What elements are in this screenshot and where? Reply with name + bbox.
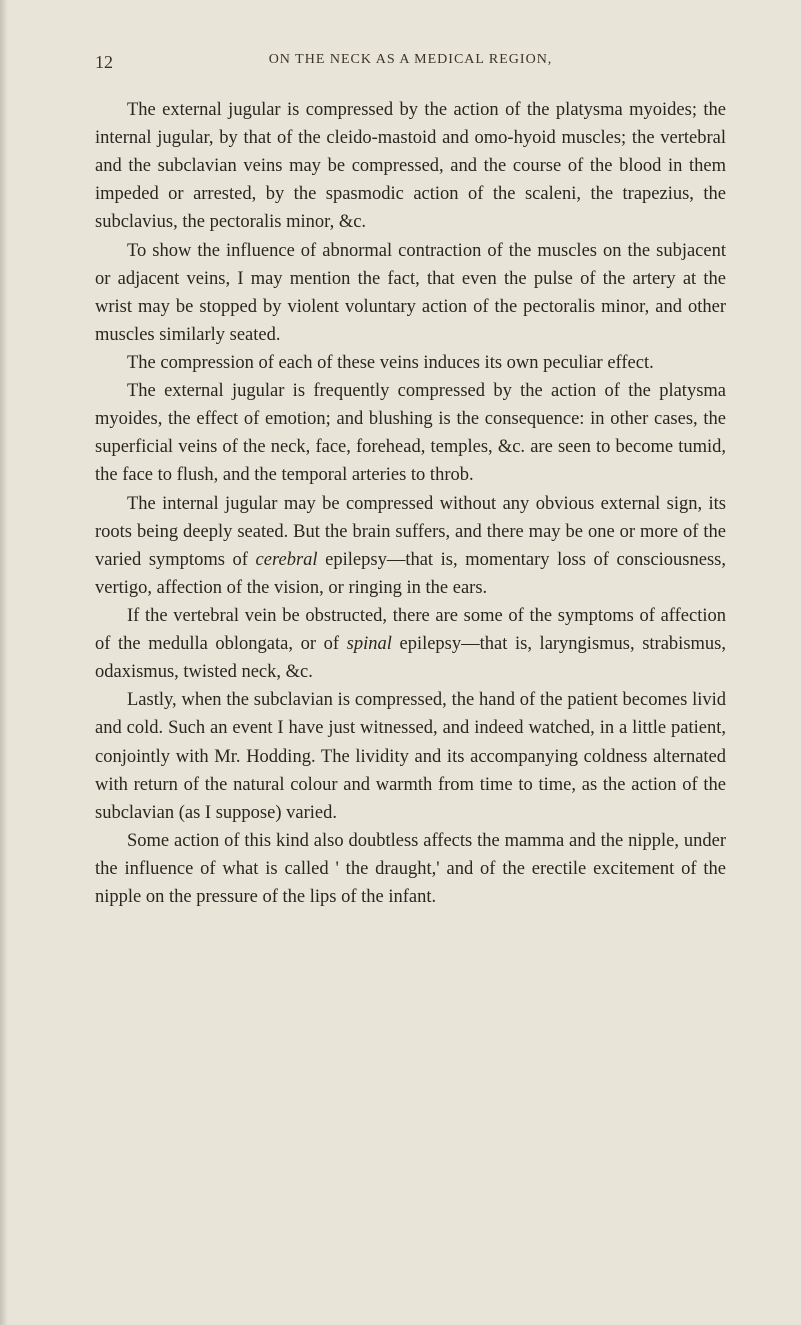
paragraph: Lastly, when the subclavian is compresse… xyxy=(95,686,726,827)
italic-term: cerebral xyxy=(256,550,318,570)
italic-term: spinal xyxy=(347,634,392,654)
running-header: ON THE NECK AS A MEDICAL REGION, xyxy=(95,52,726,68)
body-text-container: The external jugular is compressed by th… xyxy=(95,96,726,911)
paragraph: The internal jugular may be compressed w… xyxy=(95,490,726,602)
paragraph: The compression of each of these veins i… xyxy=(95,349,726,377)
paragraph: The external jugular is compressed by th… xyxy=(95,96,726,237)
paragraph: The external jugular is frequently compr… xyxy=(95,377,726,489)
page-number: 12 xyxy=(95,52,113,73)
paragraph: Some action of this kind also doubtless … xyxy=(95,827,726,911)
page-shadow xyxy=(0,0,8,1325)
paragraph: To show the influence of abnormal contra… xyxy=(95,237,726,349)
paragraph: If the vertebral vein be obstructed, the… xyxy=(95,602,726,686)
